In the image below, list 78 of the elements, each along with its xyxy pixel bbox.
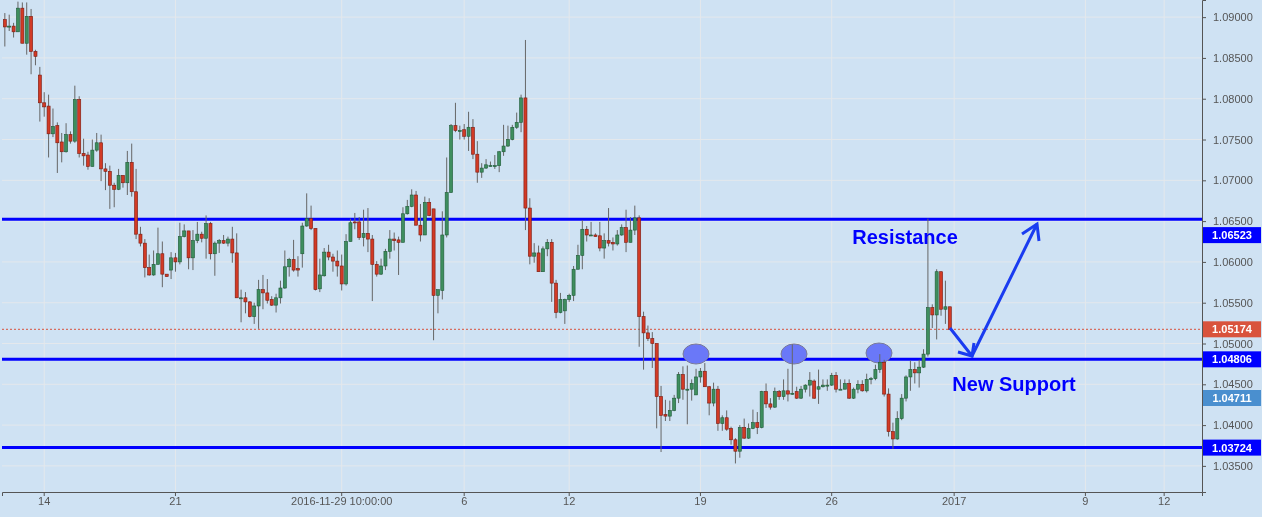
y-tick-label: 1.07500	[1213, 133, 1253, 146]
candlestick	[265, 278, 270, 305]
candlestick	[812, 378, 817, 400]
y-tick-label: 1.06500	[1213, 215, 1253, 228]
y-tick-label: 1.04500	[1213, 378, 1253, 391]
candlestick	[930, 303, 935, 329]
candlestick	[173, 252, 178, 273]
candlestick	[681, 365, 685, 401]
candlestick	[602, 232, 607, 260]
x-tick-label: 26	[825, 495, 838, 507]
candlestick	[943, 280, 948, 325]
candlestick	[786, 368, 790, 402]
candlestick	[204, 214, 208, 260]
candlestick	[64, 122, 68, 154]
candlestick	[536, 245, 541, 273]
candlestick	[256, 279, 261, 330]
x-tick-label: 2017	[941, 495, 967, 507]
candlestick	[807, 371, 812, 398]
y-tick-label: 1.08000	[1213, 92, 1253, 105]
y-tick-label: 1.05000	[1213, 337, 1253, 350]
candlestick	[532, 242, 537, 264]
ref-line-label: 1.05174	[1212, 323, 1253, 336]
x-tick-label: 12	[563, 495, 576, 507]
candlestick	[51, 108, 55, 138]
candlestick	[396, 236, 401, 276]
candlestick	[742, 418, 747, 440]
candlestick	[213, 241, 217, 277]
candlestick	[685, 365, 690, 425]
candlestick	[816, 369, 821, 405]
candlestick	[755, 411, 760, 435]
text: 1.04711	[1212, 392, 1252, 404]
candlestick	[239, 289, 243, 323]
x-tick-label: 19	[694, 495, 707, 507]
candlestick	[847, 378, 852, 400]
candlestick	[16, 1, 20, 33]
ref-line-label: 1.06523	[1212, 229, 1252, 242]
candlestick	[361, 209, 366, 247]
candlestick	[562, 298, 567, 325]
ref-line-label: 1.04806	[1212, 353, 1252, 366]
candlestick	[151, 249, 156, 277]
y-tick-label: 1.05500	[1213, 296, 1253, 309]
x-tick-label: 9	[1082, 495, 1089, 507]
candlestick	[711, 382, 716, 407]
candlestick	[790, 343, 795, 396]
candlestick	[597, 221, 602, 252]
ref-line-label: 1.03724	[1212, 441, 1253, 454]
candlestick	[864, 373, 869, 393]
candlestick	[912, 361, 917, 384]
x-tick-label: 12	[1158, 495, 1171, 507]
candlestick	[160, 241, 165, 288]
y-tick-label: 1.09000	[1213, 11, 1253, 24]
x-tick-label: 21	[169, 495, 182, 507]
candlestick	[689, 378, 694, 402]
candlestick	[125, 150, 130, 196]
candlestick	[466, 111, 471, 152]
candlestick	[624, 209, 628, 253]
x-tick-label: 2016-11-29 10:00:00	[291, 495, 393, 507]
candlestick	[357, 216, 362, 241]
candlestick	[339, 254, 344, 291]
candlestick	[737, 424, 742, 459]
y-tick-label: 1.04000	[1213, 419, 1253, 432]
candlestick	[3, 12, 7, 48]
x-tick-label: 6	[461, 495, 468, 507]
candlestick	[291, 239, 296, 273]
candlestick	[772, 387, 777, 409]
candlestick	[589, 221, 593, 237]
candlestick	[541, 245, 545, 273]
annotation: Resistance	[852, 226, 958, 248]
candlestick	[667, 400, 672, 422]
x-tick-label: 14	[38, 495, 51, 507]
candlestick	[834, 371, 838, 393]
candlestick	[606, 207, 611, 247]
y-tick-label: 1.08500	[1213, 51, 1253, 64]
annotation: New Support	[952, 373, 1076, 395]
candlestick	[169, 251, 173, 280]
y-tick-label: 1.03500	[1213, 459, 1253, 472]
y-tick-label: 1.06000	[1213, 255, 1253, 268]
y-tick-label: 1.07000	[1213, 174, 1253, 187]
